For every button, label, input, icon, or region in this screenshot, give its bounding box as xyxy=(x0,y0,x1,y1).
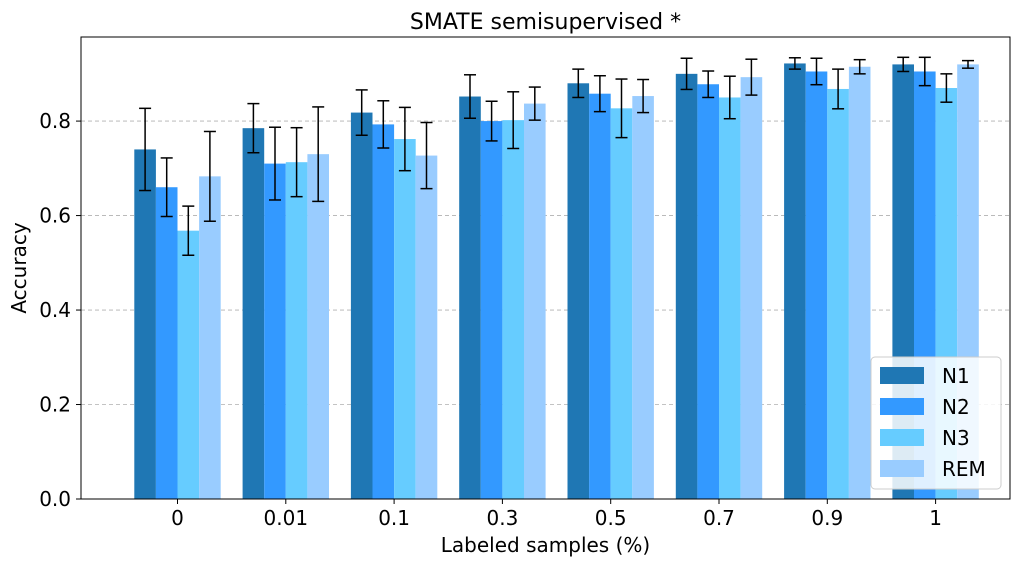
x-tick-label: 0.7 xyxy=(703,506,735,530)
bars xyxy=(134,63,979,500)
bar-n2 xyxy=(264,163,286,499)
legend-label: N2 xyxy=(942,395,970,419)
bar-n3 xyxy=(177,230,200,500)
bar-n3 xyxy=(610,108,633,499)
bar-n2 xyxy=(697,84,719,500)
bar-n2 xyxy=(480,121,503,500)
bar-n1 xyxy=(675,73,698,500)
legend-label: REM xyxy=(942,457,986,481)
x-tick-label: 0.9 xyxy=(811,506,843,530)
bar-rem xyxy=(524,103,546,499)
legend-label: N1 xyxy=(942,364,970,388)
bar-n3 xyxy=(827,88,849,499)
y-tick-label: 0.8 xyxy=(39,109,71,133)
bar-n2 xyxy=(589,93,611,499)
legend-label: N3 xyxy=(942,426,970,450)
legend-swatch xyxy=(880,460,924,477)
bar-rem xyxy=(199,176,221,499)
bar-n1 xyxy=(134,149,156,499)
bar-n1 xyxy=(567,83,590,499)
bar-n3 xyxy=(285,162,308,499)
bar-n1 xyxy=(350,112,373,499)
bar-n1 xyxy=(459,96,481,499)
x-tick-label: 0.5 xyxy=(595,506,627,530)
bar-n1 xyxy=(784,63,806,500)
y-axis-label: Accuracy xyxy=(7,222,31,313)
bar-rem xyxy=(307,154,329,499)
x-tick-label: 0.01 xyxy=(264,506,309,530)
x-tick-label: 1 xyxy=(929,506,942,530)
legend-swatch xyxy=(880,367,924,384)
plot-frame xyxy=(80,36,1011,500)
legend-swatch xyxy=(880,398,924,415)
bar-rem xyxy=(415,155,438,499)
x-axis-label: Labeled samples (%) xyxy=(441,533,650,557)
bar-n2 xyxy=(155,187,178,499)
y-tick-label: 0.2 xyxy=(39,393,71,417)
bar-n3 xyxy=(502,120,524,499)
error-bars xyxy=(139,56,974,256)
y-tick-label: 0.6 xyxy=(39,204,71,228)
bar-rem xyxy=(848,66,871,499)
axis-ticks: 0.0 0.2 0.4 0.6 0.8 0 0.01 0.1 0.3 0.5 0.7 0.9 1 xyxy=(39,109,942,530)
bar-n3 xyxy=(719,97,741,500)
chart-title: SMATE semisupervised * xyxy=(410,10,681,35)
y-tick-label: 0.4 xyxy=(39,298,71,322)
x-tick-label: 0.3 xyxy=(486,506,518,530)
legend: N1 N2 N3 REM xyxy=(870,356,1002,490)
bar-n2 xyxy=(805,71,828,499)
bar-n3 xyxy=(394,139,416,499)
bar-rem xyxy=(632,96,654,500)
bar-rem xyxy=(740,77,763,499)
legend-swatch xyxy=(880,429,924,446)
y-tick-label: 0.0 xyxy=(39,487,71,511)
bar-n1 xyxy=(242,128,265,499)
x-tick-label: 0.1 xyxy=(378,506,410,530)
legend-box xyxy=(870,356,1002,490)
bar-n2 xyxy=(372,124,395,499)
x-tick-label: 0 xyxy=(171,506,184,530)
